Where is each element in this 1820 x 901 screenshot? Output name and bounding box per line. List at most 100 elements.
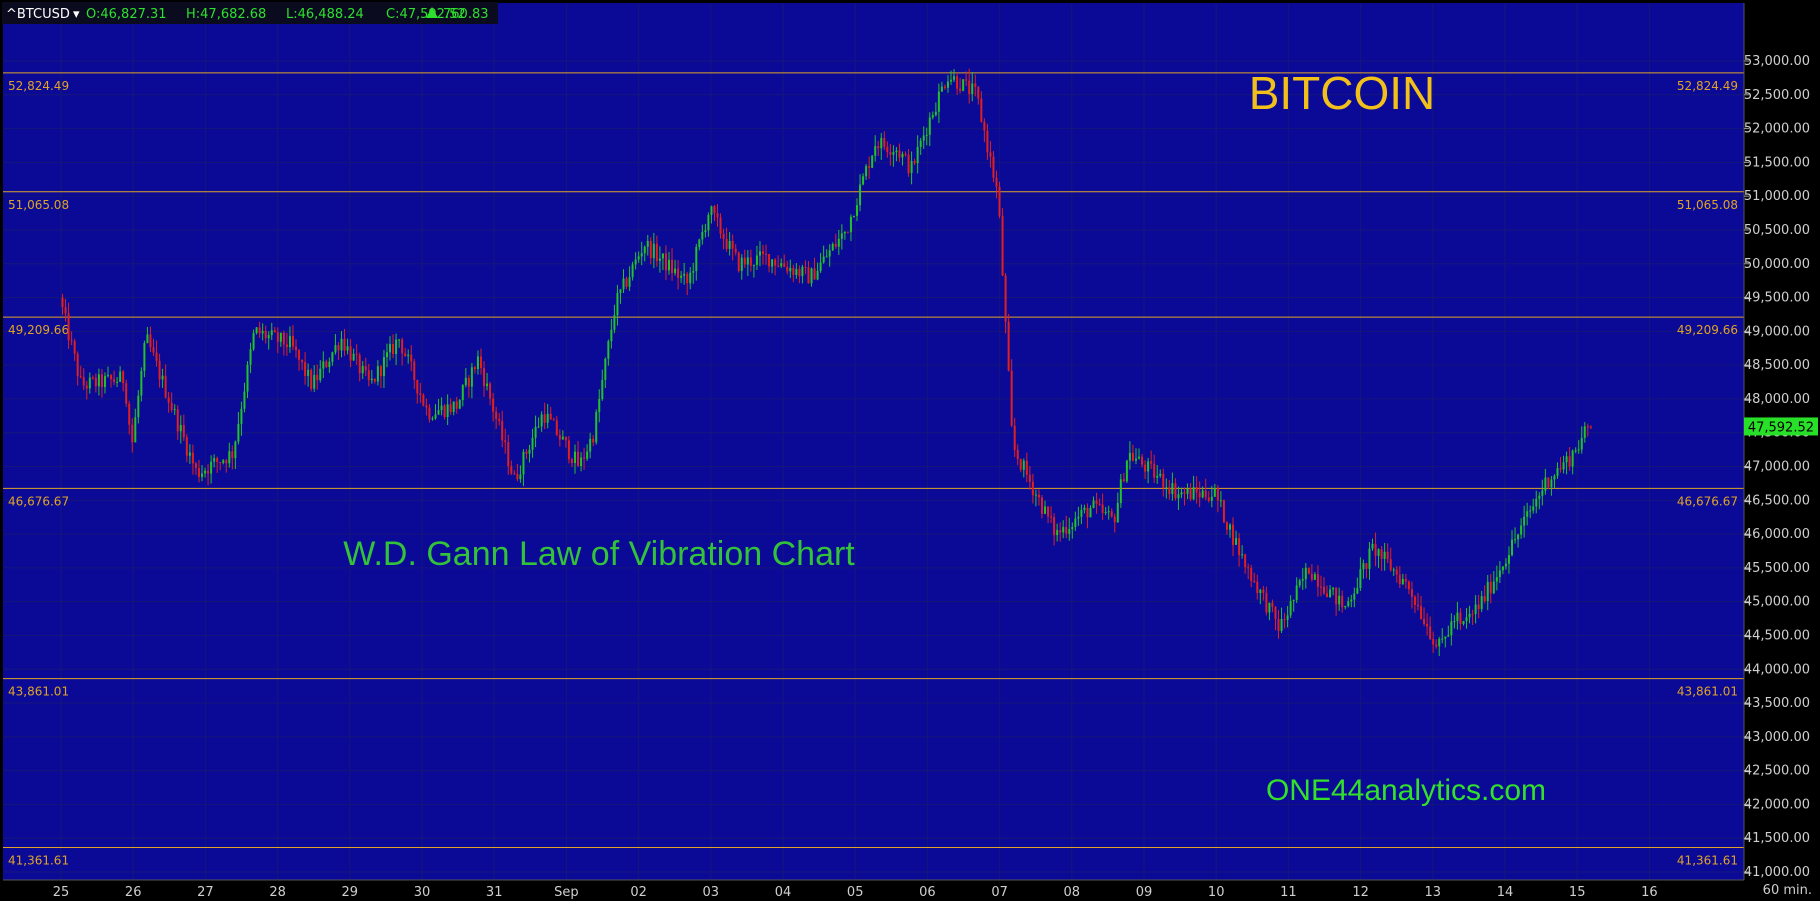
candle-body	[971, 83, 974, 95]
candle-body	[483, 368, 486, 387]
symbol-label[interactable]: ^BTCUSD	[6, 7, 70, 22]
candle-body	[204, 470, 207, 474]
candle-body	[1210, 496, 1213, 501]
candle-body	[1228, 524, 1231, 530]
symbol-header[interactable]: ^BTCUSD ▾ O:46,827.31 H:47,682.68 L:46,4…	[2, 2, 498, 24]
candle-body	[710, 206, 713, 216]
candle-body	[364, 366, 367, 371]
candle-body	[762, 251, 765, 254]
candle-body	[777, 265, 780, 267]
candle-body	[252, 332, 255, 350]
candle-body	[852, 215, 855, 217]
chart-title: BITCOIN	[1249, 67, 1436, 119]
candle-body	[1156, 475, 1159, 478]
candle-body	[1362, 563, 1365, 570]
candle-body	[158, 360, 161, 380]
candle-body	[470, 367, 473, 387]
candle-body	[507, 442, 510, 467]
candle-body	[1577, 449, 1580, 451]
last-price-marker: 47,592.52	[1744, 417, 1818, 436]
candle-body	[1225, 522, 1228, 530]
candle-body	[1304, 567, 1307, 580]
candle-body	[1550, 479, 1553, 488]
candle-body	[564, 436, 567, 441]
candle-body	[310, 369, 313, 389]
candle-body	[1119, 479, 1122, 504]
candle-body	[322, 361, 325, 369]
candle-body	[222, 460, 225, 463]
candle-body	[722, 233, 725, 239]
y-tick-label: 47,000.00	[1744, 460, 1810, 475]
candle-body	[795, 269, 798, 275]
interval-label[interactable]: 60 min.	[1763, 883, 1812, 898]
candle-body	[392, 344, 395, 354]
candle-body	[1374, 543, 1377, 556]
candle-body	[279, 332, 282, 342]
candle-body	[225, 460, 228, 464]
candle-body	[758, 251, 761, 256]
candle-body	[228, 451, 231, 464]
candle-body	[1101, 504, 1104, 513]
grid-layer	[3, 3, 1744, 880]
candle-body	[1271, 602, 1274, 607]
candle-body	[667, 259, 670, 271]
candle-body	[307, 369, 310, 376]
candle-body	[580, 457, 583, 466]
candle-body	[768, 254, 771, 267]
candle-body	[67, 313, 70, 341]
candle-body	[831, 243, 834, 251]
candle-body	[752, 264, 755, 266]
candle-body	[1116, 503, 1119, 523]
candle-body	[1583, 426, 1586, 438]
candle-body	[498, 418, 501, 421]
candle-body	[643, 246, 646, 254]
candle-body	[349, 346, 352, 361]
symbol-dropdown-icon[interactable]: ▾	[73, 7, 80, 22]
candle-body	[1298, 580, 1301, 586]
candle-body	[1268, 602, 1271, 613]
candle-body	[1565, 456, 1568, 463]
candle-body	[598, 399, 601, 413]
level-label-right: 52,824.49	[1677, 79, 1738, 93]
candle-body	[625, 278, 628, 287]
candle-body	[446, 404, 449, 418]
candle-body	[874, 146, 877, 156]
candle-body	[1404, 578, 1407, 582]
candle-body	[237, 423, 240, 442]
candle-body	[540, 414, 543, 427]
candle-body	[561, 436, 564, 440]
candle-body	[1468, 613, 1471, 618]
candle-body	[1401, 578, 1404, 584]
candle-body	[1098, 503, 1101, 505]
candle-body	[1541, 490, 1544, 496]
candle-body	[704, 230, 707, 233]
candle-body	[701, 232, 704, 240]
candle-body	[1301, 579, 1304, 581]
candle-body	[1335, 587, 1338, 605]
candle-body	[1398, 574, 1401, 584]
x-tick-label: 03	[703, 885, 720, 900]
candle-body	[1028, 474, 1031, 482]
candle-body	[558, 434, 561, 440]
candle-body	[1198, 492, 1201, 498]
candle-body	[1377, 549, 1380, 556]
candle-body	[434, 414, 437, 419]
candle-body	[880, 137, 883, 149]
x-tick-label: 04	[775, 885, 792, 900]
candle-body	[70, 340, 73, 342]
candle-body	[1159, 473, 1162, 476]
level-label-left: 41,361.61	[8, 854, 69, 868]
candle-body	[137, 395, 140, 418]
candle-body	[962, 79, 965, 91]
candle-body	[1450, 621, 1453, 636]
candle-body	[1180, 492, 1183, 495]
candle-body	[968, 80, 971, 95]
candle-body	[1562, 462, 1565, 470]
candle-body	[1310, 573, 1313, 580]
candle-body	[179, 425, 182, 432]
change-value: 760.83	[443, 7, 489, 22]
candle-body	[64, 307, 67, 314]
open-value: O:46,827.31	[86, 7, 167, 22]
candle-body	[840, 233, 843, 239]
